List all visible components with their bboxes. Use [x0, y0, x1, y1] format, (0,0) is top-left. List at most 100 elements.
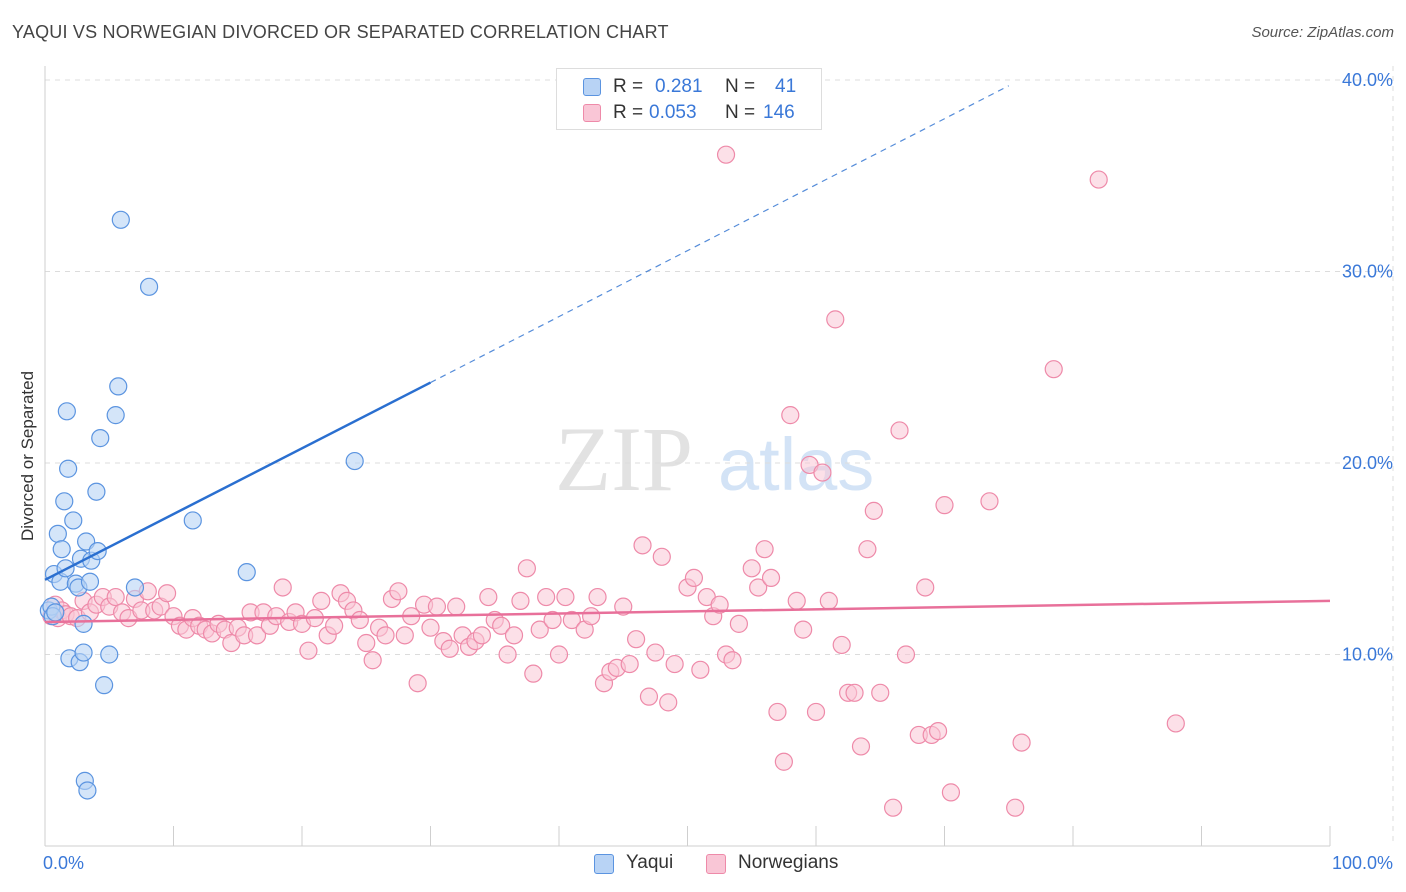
norwegians-point: [845, 683, 864, 702]
norwegians-point: [157, 584, 177, 603]
norwegians-point: [562, 610, 581, 630]
norwegians-point: [851, 737, 871, 756]
norwegians-point: [1044, 360, 1063, 379]
yaqui-point: [64, 511, 83, 530]
norwegians-point: [517, 559, 536, 578]
norwegians-point: [1089, 170, 1108, 189]
norwegians-point: [498, 645, 517, 664]
yaqui-point: [48, 524, 67, 543]
norwegians-point: [325, 616, 344, 635]
norwegians-point: [549, 645, 569, 664]
y-tick-label: 10.0%: [1342, 645, 1393, 665]
legend-r-label: R =: [613, 76, 644, 97]
yaqui-point: [125, 578, 145, 597]
norwegians-point: [408, 674, 427, 693]
norwegians-point: [472, 626, 491, 645]
norwegians-swatch: [583, 104, 601, 122]
yaqui-point: [52, 540, 71, 559]
norwegians-point: [787, 591, 806, 610]
norwegians-point: [710, 595, 729, 614]
norwegians-trend-line: [44, 599, 1331, 624]
norwegians-point: [479, 587, 498, 607]
norwegians-point: [652, 547, 671, 566]
norwegians-point: [427, 597, 447, 616]
yaqui-point: [109, 377, 128, 396]
legend-label: Norwegians: [738, 852, 839, 873]
norwegians-point: [582, 607, 601, 626]
norwegians-point: [826, 310, 845, 329]
norwegians-points: [42, 145, 1185, 817]
norwegians-point: [761, 568, 781, 588]
norwegians-point: [447, 597, 466, 616]
norwegians-point: [106, 587, 125, 607]
norwegians-point: [312, 591, 331, 610]
norwegians-point: [871, 683, 890, 702]
yaqui-point: [183, 511, 202, 530]
norwegians-point: [716, 145, 736, 164]
axes: [44, 66, 1331, 847]
yaqui-point: [80, 572, 100, 591]
norwegians-point: [492, 616, 511, 635]
yaqui-points: [39, 210, 364, 800]
yaqui-point: [345, 451, 364, 471]
norwegians-point: [768, 702, 787, 722]
norwegians-point: [524, 664, 543, 683]
watermark: ZIP atlas: [555, 408, 874, 510]
yaqui-point: [106, 406, 125, 425]
norwegians-point: [614, 597, 633, 616]
norwegians-point: [928, 721, 948, 741]
norwegians-point: [543, 610, 562, 630]
norwegians-point: [530, 620, 549, 639]
norwegians-point: [376, 626, 395, 645]
y-tick-label: 20.0%: [1342, 453, 1393, 473]
norwegians-point: [537, 587, 556, 607]
norwegians-point: [504, 626, 524, 645]
norwegians-point: [723, 651, 742, 670]
x-tick-labels: 0.0% 100.0%: [43, 853, 1393, 873]
norwegians-point: [684, 568, 704, 588]
norwegians-point: [1012, 733, 1031, 752]
norwegians-point: [980, 492, 999, 511]
watermark-atlas: atlas: [718, 423, 874, 506]
yaqui-point: [57, 402, 76, 421]
norwegians-point: [742, 559, 761, 578]
norwegians-point: [774, 752, 793, 771]
norwegians-point: [1006, 798, 1025, 817]
norwegians-point: [299, 641, 318, 660]
yaqui-point: [74, 643, 93, 662]
norwegians-point: [864, 501, 883, 520]
x-tick-label: 100.0%: [1332, 853, 1393, 873]
yaqui-trend-line: [44, 381, 432, 581]
norwegians-point: [395, 626, 414, 645]
norwegians-point: [440, 639, 459, 658]
norwegians-swatch: [706, 854, 726, 874]
norwegians-point: [626, 630, 646, 649]
yaqui-point: [87, 482, 106, 501]
norwegians-point: [691, 660, 710, 679]
norwegians-point: [273, 578, 292, 597]
norwegians-point: [935, 496, 954, 515]
norwegians-point: [646, 643, 665, 662]
norwegians-point: [819, 591, 838, 610]
chart-title: YAQUI VS NORWEGIAN DIVORCED OR SEPARATED…: [12, 22, 669, 42]
norwegians-point: [749, 578, 768, 597]
norwegians-point: [639, 687, 659, 706]
yaqui-point: [100, 645, 119, 664]
norwegians-point: [890, 421, 909, 440]
yaqui-swatch: [583, 78, 601, 96]
y-tick-label: 40.0%: [1342, 70, 1393, 90]
y-tick-labels: 10.0% 20.0% 30.0% 40.0%: [1342, 70, 1393, 665]
norwegians-point: [883, 798, 903, 817]
yaqui-point: [111, 210, 130, 229]
norwegians-point: [806, 702, 826, 722]
norwegians-point: [511, 591, 530, 610]
norwegians-point: [781, 406, 800, 425]
watermark-zip: ZIP: [555, 408, 693, 510]
yaqui-point: [59, 459, 78, 478]
y-tick-label: 30.0%: [1342, 262, 1393, 282]
norwegians-point: [813, 463, 832, 482]
norwegians-point: [832, 635, 851, 655]
legend-n-label: N =: [725, 76, 756, 97]
norwegians-point: [421, 618, 440, 637]
